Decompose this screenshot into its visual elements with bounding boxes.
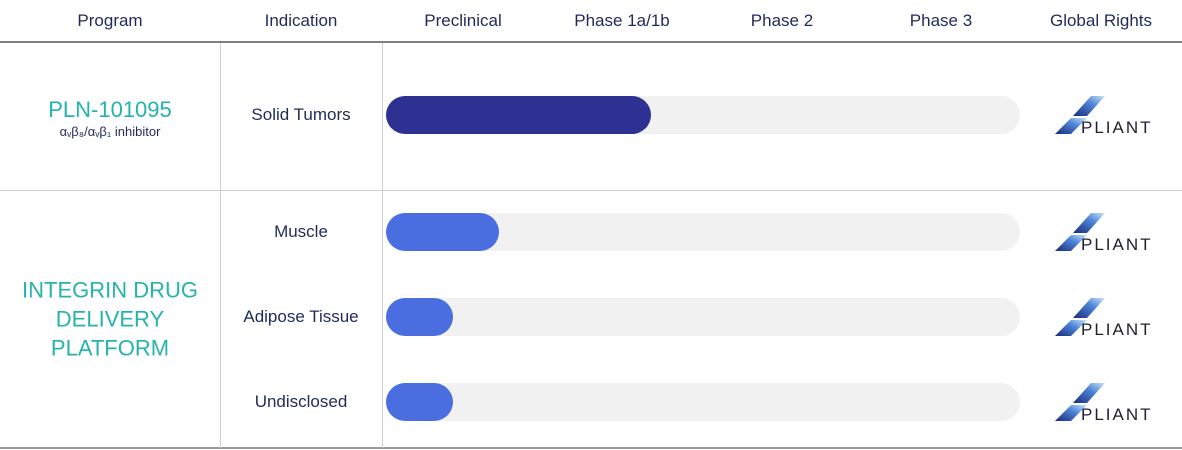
logo-shape — [1055, 405, 1087, 422]
logo-shape — [1055, 117, 1087, 134]
indication: Undisclosed — [254, 392, 348, 412]
indication: Adipose Tissue — [243, 307, 359, 326]
rights-text: PLIANT — [1081, 118, 1151, 137]
bottom-rule — [0, 447, 1182, 449]
column-header: Phase 2 — [750, 11, 814, 30]
column-header: Phase 3 — [909, 11, 973, 30]
program-title: PLN-101095 — [48, 96, 172, 122]
program-name: PLN-101095 αᵥβ₈/αᵥβ₁ inhibitor — [10, 95, 210, 139]
header-rule — [0, 41, 1182, 43]
progress-bar — [386, 212, 499, 251]
logo-shape — [1073, 298, 1105, 318]
indication: Muscle — [274, 221, 328, 241]
rights-logo: PLIANT — [1055, 298, 1151, 339]
progress-track — [386, 383, 1020, 422]
column-header: Program — [77, 11, 143, 30]
indication: Solid Tumors — [251, 104, 351, 124]
program-title: INTEGRIN DRUG DELIVERY PLATFORM — [22, 277, 198, 361]
rights-logo: PLIANT — [1055, 212, 1151, 254]
column-header: Global Rights — [1049, 11, 1153, 30]
column-header: Phase 1a/1b — [574, 11, 670, 30]
progress-bar — [386, 95, 651, 134]
rights-text: PLIANT — [1081, 405, 1151, 424]
row-rule — [0, 190, 1182, 191]
logo-shape — [1073, 95, 1105, 116]
column-header: Preclinical — [424, 11, 502, 30]
rights-logo: PLIANT — [1055, 95, 1151, 137]
program-name: INTEGRIN DRUG DELIVERY PLATFORM — [10, 276, 210, 363]
column-rule — [220, 43, 221, 448]
logo-shape — [1055, 234, 1087, 251]
rights-text: PLIANT — [1081, 235, 1151, 254]
program-subtitle: αᵥβ₈/αᵥβ₁ inhibitor — [59, 123, 161, 139]
logo-shape — [1055, 320, 1087, 336]
rights-logo: PLIANT — [1055, 383, 1151, 424]
progress-bar — [386, 383, 453, 422]
rights-text: PLIANT — [1081, 320, 1151, 339]
column-header: Indication — [264, 11, 338, 30]
logo-shape — [1073, 212, 1105, 233]
progress-track — [386, 298, 1020, 336]
progress-bar — [386, 298, 453, 336]
column-rule — [382, 43, 383, 448]
logo-shape — [1073, 383, 1105, 404]
